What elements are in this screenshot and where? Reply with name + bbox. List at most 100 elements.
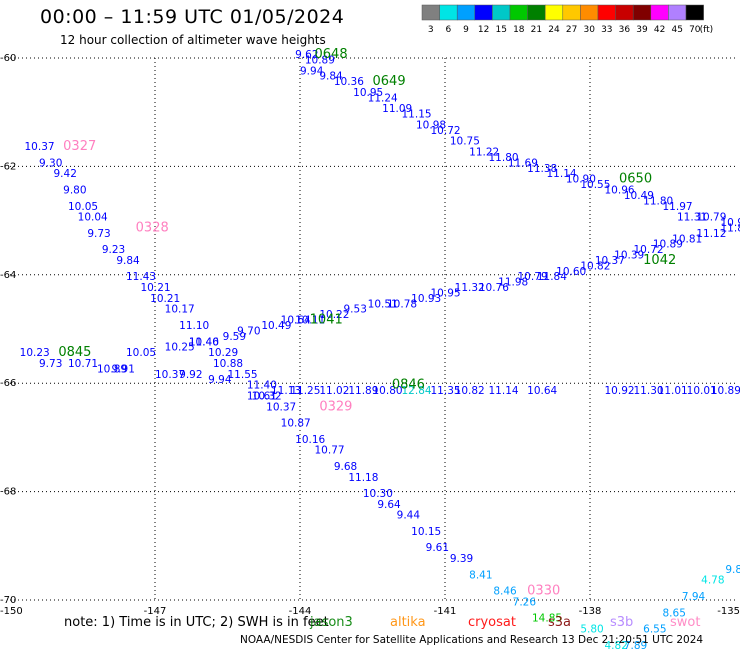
wave-height-label: 9.68 xyxy=(334,461,357,473)
wave-height-label: 11.10 xyxy=(179,320,209,332)
wave-height-label: 11.46 xyxy=(189,336,219,348)
wave-height-label: 11.35 xyxy=(431,385,461,397)
wave-height-label: 10.82 xyxy=(580,260,610,272)
wave-height-label: 10.04 xyxy=(78,212,108,224)
wave-height-label: 10.37 xyxy=(266,401,296,413)
wave-height-label: 9.94 xyxy=(208,374,232,386)
pass-time-label: 0327 xyxy=(63,139,96,154)
wave-height-label: 10.36 xyxy=(334,76,364,88)
pass-time-label: 0329 xyxy=(319,399,352,414)
wave-height-label: 10.17 xyxy=(165,304,195,316)
wave-height-label: 10.05 xyxy=(68,201,98,213)
axis-ticks: -150 -147 -144 -141 -138 -135 -60 -62 -64 -66 -68 -… xyxy=(0,53,740,617)
wave-height-label: 10.80 xyxy=(373,385,403,397)
pass-time-label: 0845 xyxy=(58,345,91,360)
colorbar-tick: 15 xyxy=(495,25,506,35)
colorbar-swatch xyxy=(421,4,440,21)
wave-height-label: 10.89 xyxy=(653,239,683,251)
wave-height-label: 9.62 xyxy=(295,49,318,61)
x-tick-label: -141 xyxy=(434,606,457,617)
wave-height-label: 10.29 xyxy=(208,347,238,359)
wave-height-label: 10.01 xyxy=(687,385,717,397)
wave-height-label: 10.92 xyxy=(605,385,635,397)
legend: note: 1) Time is in UTC; 2) SWH is in fe… xyxy=(64,615,700,630)
wave-height-label: 14.85 xyxy=(532,613,562,625)
wave-height-label: 10.76 xyxy=(479,282,509,294)
x-tick-label: -144 xyxy=(289,606,312,617)
wave-height-label: 10.11 xyxy=(295,315,325,327)
wave-height-label: 11.02 xyxy=(319,385,349,397)
wave-height-label: 9.8 xyxy=(725,564,740,576)
wave-height-label: 9.64 xyxy=(377,499,401,511)
colorbar: 3 6 9 12 15 18 21 24 27 30 33 36 39 42 45 70 (ft) xyxy=(421,4,714,35)
wave-height-label: 11.31 xyxy=(677,212,707,224)
satellite-legend-entry: swot xyxy=(670,615,700,630)
wave-height-label: 10.05 xyxy=(126,347,156,359)
wave-height-label: 9.30 xyxy=(39,157,62,169)
colorbar-unit: (ft) xyxy=(700,25,714,35)
colorbar-tick: 33 xyxy=(601,25,612,35)
wave-height-label: 9.91 xyxy=(112,363,135,375)
wave-height-label: 10.98 xyxy=(721,217,740,229)
satellite-legend-entry: jason3 xyxy=(309,615,353,630)
y-tick-label: -64 xyxy=(0,270,16,281)
colorbar-swatch xyxy=(580,4,599,21)
colorbar-swatch xyxy=(685,4,704,21)
wave-height-label: 10.39 xyxy=(614,250,644,262)
wave-height-label: 10.79 xyxy=(518,271,548,283)
chart-title: 00:00 – 11:59 UTC 01/05/2024 xyxy=(40,6,345,28)
colorbar-tick: 21 xyxy=(531,25,542,35)
wave-height-label: 11.89 xyxy=(721,222,740,234)
wave-height-label: 11.15 xyxy=(402,109,432,121)
colorbar-swatch xyxy=(474,4,493,21)
y-tick-label: -68 xyxy=(0,487,16,498)
pass-time-label: 0648 xyxy=(315,47,348,62)
colorbar-tick: 39 xyxy=(636,25,648,35)
colorbar-tick: 18 xyxy=(513,25,525,35)
colorbar-tick: 9 xyxy=(463,25,469,35)
satellite-legend-entry: s3a xyxy=(548,615,571,630)
wave-height-label: 10.32 xyxy=(252,390,282,402)
colorbar-tick: 70 xyxy=(689,25,701,35)
wave-height-label: 10.21 xyxy=(141,282,171,294)
wave-height-label: 10.87 xyxy=(281,418,311,430)
wave-height-label: 11.30 xyxy=(634,385,664,397)
wave-height-label: 11.01 xyxy=(658,385,688,397)
colorbar-tick: 42 xyxy=(654,25,665,35)
colorbar-swatch xyxy=(527,4,546,21)
wave-height-label: 11.14 xyxy=(547,168,577,180)
colorbar-tick: 6 xyxy=(446,25,452,35)
wave-height-label: 8.65 xyxy=(663,607,686,619)
wave-height-label: 10.22 xyxy=(319,309,349,321)
wave-height-label: 9.59 xyxy=(223,331,246,343)
wave-height-label: 9.23 xyxy=(102,244,125,256)
wave-height-label: 11.98 xyxy=(498,277,528,289)
colorbar-swatch xyxy=(597,4,616,21)
x-tick-label: -135 xyxy=(717,606,740,617)
wave-height-label: 10.78 xyxy=(387,298,417,310)
wave-height-label: 10.15 xyxy=(411,526,441,538)
wave-height-label: 11.84 xyxy=(537,271,567,283)
wave-height-label: 11.14 xyxy=(489,385,519,397)
wave-height-label: 10.37 xyxy=(155,369,185,381)
wave-height-label: 10.21 xyxy=(150,293,180,305)
wave-height-label: 11.12 xyxy=(696,228,726,240)
wave-height-label: 11.25 xyxy=(290,385,320,397)
wave-height-label: 10.64 xyxy=(527,385,557,397)
pass-time-label: 0330 xyxy=(527,584,560,599)
wave-height-label: 10.16 xyxy=(295,434,325,446)
wave-height-label: 4.78 xyxy=(701,575,724,587)
note-text: note: 1) Time is in UTC; 2) SWH is in fe… xyxy=(64,615,329,630)
wave-height-label: 11.18 xyxy=(348,472,378,484)
wave-height-label: 9.44 xyxy=(397,510,421,522)
wave-height-label: 10.49 xyxy=(261,320,291,332)
footer-credit: NOAA/NESDIS Center for Satellite Applica… xyxy=(240,634,704,646)
colorbar-swatch xyxy=(492,4,511,21)
wave-height-label: 10.71 xyxy=(68,358,98,370)
colorbar-swatch xyxy=(509,4,528,21)
wave-height-label: 11.22 xyxy=(469,147,499,159)
wave-height-label: 8.46 xyxy=(493,586,517,598)
wave-height-label: 10.75 xyxy=(450,136,480,148)
colorbar-swatch xyxy=(439,4,458,21)
